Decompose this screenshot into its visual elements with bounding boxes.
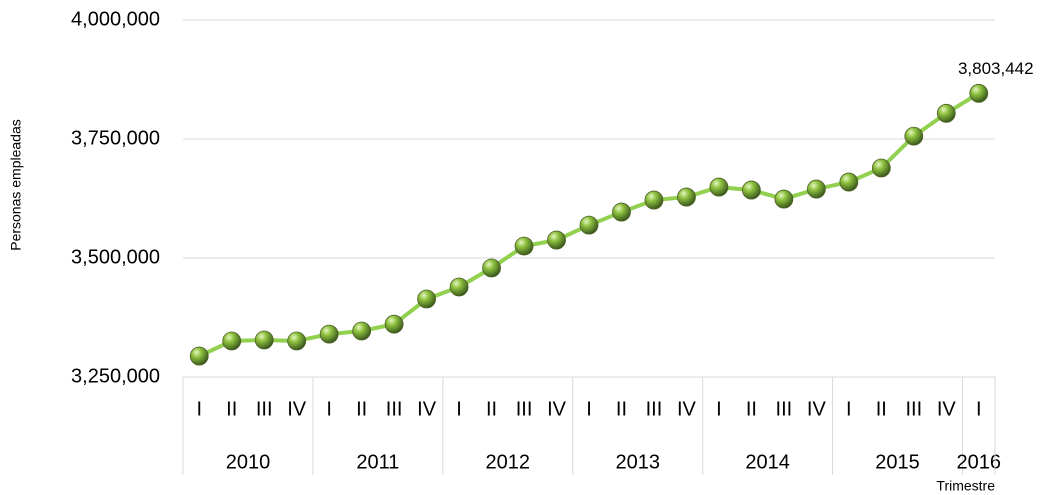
y-tick-label: 3,500,000 (71, 246, 160, 268)
marker (742, 180, 761, 200)
x-tick-label: I (196, 398, 202, 420)
x-tick-label: I (456, 398, 462, 420)
marker (936, 103, 956, 123)
marker (319, 324, 339, 344)
marker (222, 331, 242, 351)
x-tick-label: I (846, 398, 852, 420)
marker (449, 277, 469, 297)
x-tick-label: IV (937, 398, 957, 420)
y-tick-label: 3,250,000 (71, 365, 160, 387)
x-tick-label: III (905, 398, 922, 420)
x-tick-label: IV (287, 398, 307, 420)
y-tick-label: 3,750,000 (71, 127, 160, 149)
group-label: 2010 (226, 451, 271, 473)
marker (871, 158, 891, 178)
x-tick-label: III (776, 398, 793, 420)
marker (579, 215, 599, 235)
marker (352, 321, 372, 341)
x-tick-label: IV (547, 398, 567, 420)
annotation: 3,803,442 (958, 59, 1034, 78)
x-tick-label: III (386, 398, 403, 420)
x-tick-label: II (746, 398, 757, 420)
x-tick-label: II (226, 398, 237, 420)
x-tick-label: II (486, 398, 497, 420)
x-tick-label: I (326, 398, 332, 420)
marker (287, 331, 307, 351)
marker (904, 126, 924, 146)
marker (547, 230, 566, 250)
x-tick-label: II (356, 398, 367, 420)
group-label: 2013 (615, 451, 660, 473)
x-tick-label: IV (807, 398, 827, 420)
marker (644, 190, 664, 210)
marker (254, 330, 274, 350)
x-tick-label: I (586, 398, 592, 420)
group-label: 2014 (745, 451, 790, 473)
x-tick-label: III (646, 398, 663, 420)
x-axis-label: Trimestre (936, 478, 995, 494)
marker (384, 314, 404, 334)
x-tick-label: III (516, 398, 533, 420)
marker (839, 172, 859, 192)
group-label: 2011 (356, 451, 399, 473)
marker (612, 202, 631, 222)
marker (709, 177, 729, 197)
x-tick-label: III (256, 398, 273, 420)
x-tick-label: II (876, 398, 887, 420)
x-tick-label: II (616, 398, 627, 420)
x-tick-label: IV (677, 398, 697, 420)
y-tick-label: 4,000,000 (71, 8, 160, 30)
marker (806, 179, 826, 199)
marker (514, 236, 534, 256)
group-label: 2016 (957, 451, 1002, 473)
marker (417, 289, 437, 309)
marker (189, 346, 209, 366)
marker (969, 83, 989, 103)
y-axis-label: Personas empleadas (8, 119, 24, 251)
x-tick-label: IV (417, 398, 437, 420)
marker (677, 187, 696, 207)
marker (482, 258, 501, 278)
marker (774, 189, 794, 209)
x-tick-label: I (716, 398, 722, 420)
group-label: 2012 (486, 451, 531, 473)
group-label: 2015 (875, 451, 920, 473)
x-tick-label: I (976, 398, 982, 420)
